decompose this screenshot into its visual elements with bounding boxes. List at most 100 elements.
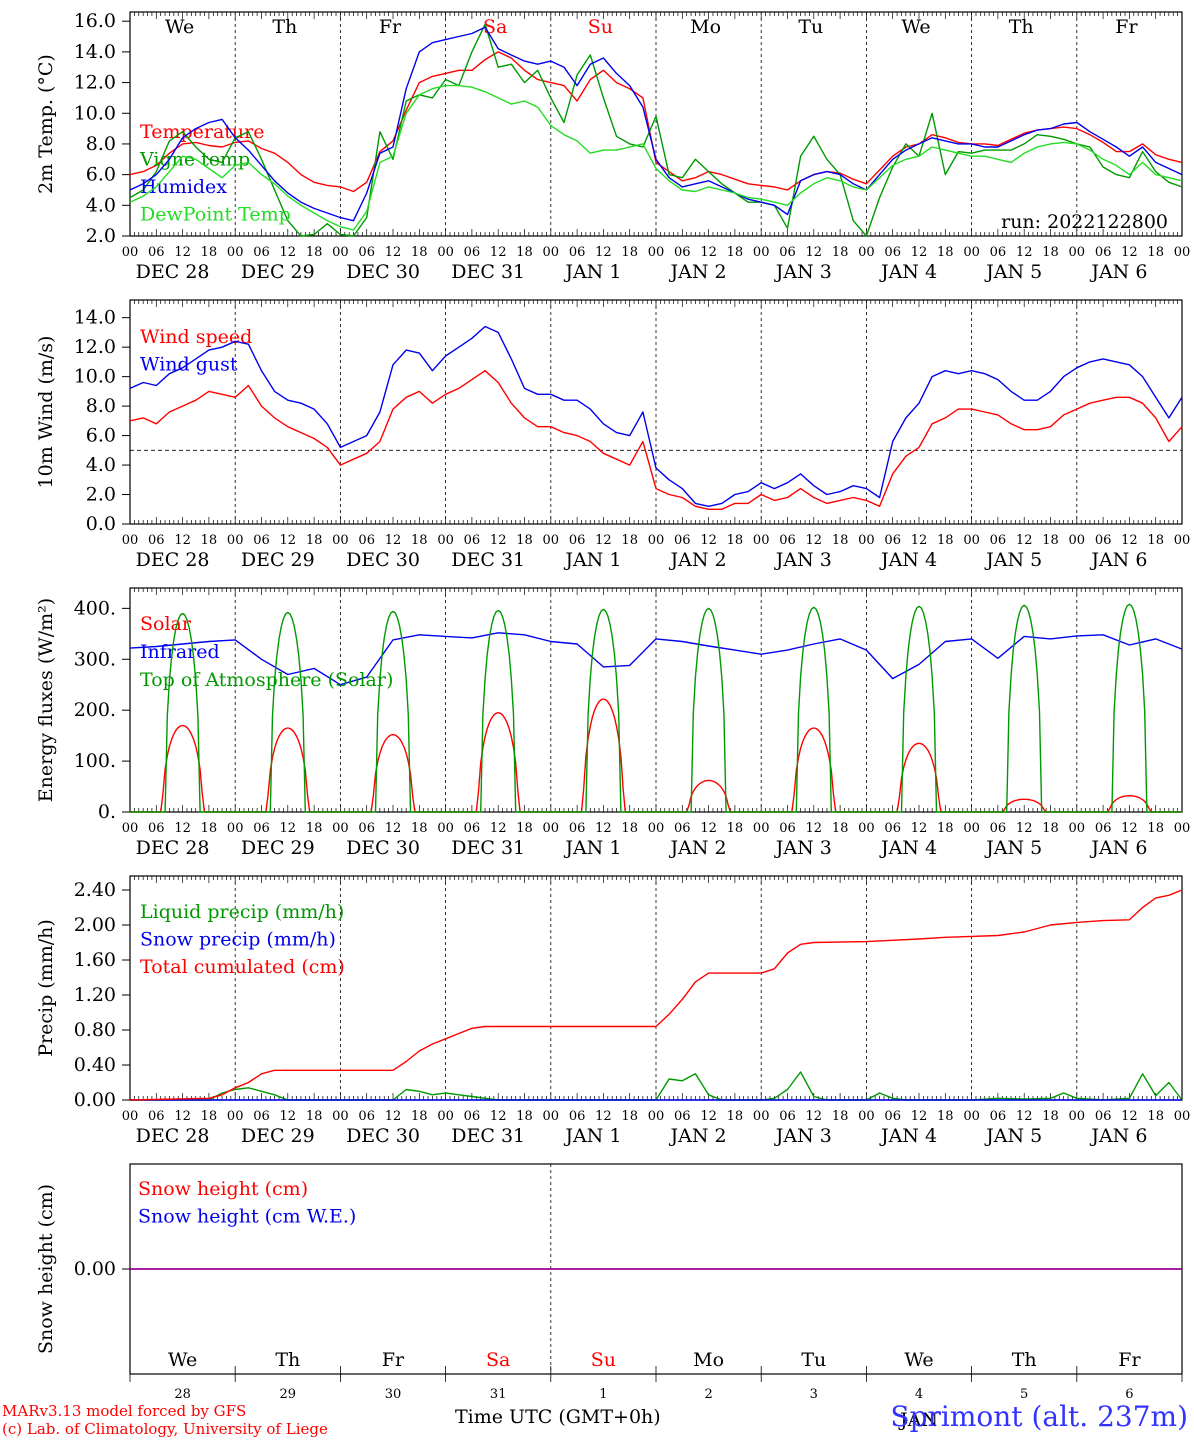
date-label: JAN 6 [1089, 261, 1147, 283]
hour-label: 12 [911, 1109, 928, 1124]
hour-label: 18 [937, 821, 954, 836]
hour-label: 12 [490, 821, 507, 836]
y-tick-label: 8.0 [86, 133, 116, 155]
hour-label: 06 [990, 245, 1007, 260]
temperature-ylabel: 2m Temp. (°C) [35, 54, 57, 194]
hour-label: 12 [595, 1109, 612, 1124]
hour-label: 00 [1174, 533, 1191, 548]
date-label: JAN 1 [563, 549, 621, 571]
y-tick-label: 14.0 [74, 41, 116, 63]
y-tick-label: 400. [74, 597, 116, 619]
lab-credit: (c) Lab. of Climatology, University of L… [2, 1420, 328, 1438]
hour-label: 18 [516, 533, 533, 548]
date-label: DEC 31 [451, 1125, 525, 1147]
date-label: DEC 30 [346, 261, 420, 283]
hour-label: 06 [779, 245, 796, 260]
hour-label: 18 [516, 821, 533, 836]
hour-label: 12 [490, 533, 507, 548]
panel-energy: 00 06 12 18 00 06 12 18 00 06 12 18 00 06 12 18 00 06 12 18… [35, 587, 1190, 859]
hour-label: 12 [806, 533, 823, 548]
date-label: DEC 28 [136, 1125, 210, 1147]
hour-label: 00 [858, 1109, 875, 1124]
hour-label: 00 [543, 533, 560, 548]
y-tick-label: 0.40 [74, 1054, 116, 1076]
hour-label: 12 [280, 821, 297, 836]
hour-label: 12 [1121, 533, 1138, 548]
day-number: 1 [599, 1387, 607, 1402]
day-number: 31 [490, 1387, 507, 1402]
hour-label: 00 [543, 1109, 560, 1124]
panel-precip: 00 06 12 18 00 06 12 18 00 06 12 18 00 06 12 18 00 06 12 18… [35, 875, 1190, 1147]
legend-energy-1: Infrared [140, 641, 220, 663]
hour-label: 06 [148, 533, 165, 548]
hour-label: 18 [832, 1109, 849, 1124]
day-number: 4 [915, 1387, 923, 1402]
hour-label: 00 [227, 533, 244, 548]
hour-label: 18 [727, 533, 744, 548]
day-name: Su [588, 16, 613, 38]
day-name: We [901, 16, 930, 38]
precip-ylabel: Precip (mm/h) [35, 919, 57, 1057]
date-label: JAN 6 [1089, 1125, 1147, 1147]
hour-label: 12 [595, 533, 612, 548]
hour-label: 18 [201, 533, 218, 548]
hour-label: 18 [1147, 245, 1164, 260]
hour-label: 06 [1095, 1109, 1112, 1124]
hour-label: 06 [569, 1109, 586, 1124]
hour-label: 00 [437, 245, 454, 260]
hour-label: 00 [648, 533, 665, 548]
day-name: Th [272, 16, 297, 38]
date-label: DEC 28 [136, 837, 210, 859]
legend-wind-0: Wind speed [140, 326, 252, 348]
hour-label: 18 [201, 821, 218, 836]
day-name: Fr [379, 16, 402, 38]
hour-label: 00 [858, 821, 875, 836]
temperature-frame [129, 11, 1183, 237]
hour-label: 00 [437, 821, 454, 836]
hour-label: 12 [700, 533, 717, 548]
legend-energy-0: Solar [140, 613, 192, 635]
hour-label: 00 [858, 533, 875, 548]
date-label: DEC 29 [241, 837, 315, 859]
panel-snow: We Th Fr Sa Su Mo Tu We Th Fr 28 29 30 31 1 2 3 4 5 6 JAN 0.0… [35, 1163, 1183, 1431]
hour-label: 12 [1121, 821, 1138, 836]
hour-label: 06 [1095, 533, 1112, 548]
hour-label: 18 [832, 533, 849, 548]
series-temperature-1 [129, 23, 1183, 237]
date-label: JAN 3 [774, 1125, 832, 1147]
hour-label: 18 [306, 245, 323, 260]
date-label: DEC 29 [241, 1125, 315, 1147]
day-name: We [168, 1349, 197, 1371]
hour-label: 12 [490, 1109, 507, 1124]
hour-label: 06 [358, 245, 375, 260]
hour-label: 00 [332, 245, 349, 260]
y-tick-label: 0.0 [86, 513, 116, 535]
hour-label: 06 [990, 533, 1007, 548]
hour-label: 06 [464, 245, 481, 260]
legend-precip-1: Snow precip (mm/h) [140, 929, 336, 951]
series-temperature-0 [129, 51, 1183, 193]
hour-label: 06 [779, 533, 796, 548]
date-label: DEC 28 [136, 549, 210, 571]
time-axis-label: Time UTC (GMT+0h) [455, 1406, 661, 1428]
hour-label: 06 [884, 821, 901, 836]
hour-label: 00 [332, 533, 349, 548]
hour-label: 12 [1016, 533, 1033, 548]
hour-label: 06 [674, 245, 691, 260]
day-name: Tu [798, 16, 823, 38]
hour-label: 06 [569, 245, 586, 260]
y-tick-label: 1.60 [74, 949, 116, 971]
hour-label: 12 [911, 821, 928, 836]
day-name: Tu [801, 1349, 826, 1371]
hour-label: 06 [464, 533, 481, 548]
snow-ylabel: Snow height (cm) [35, 1184, 57, 1354]
hour-label: 00 [543, 245, 560, 260]
hour-label: 00 [437, 533, 454, 548]
legend-temperature-3: DewPoint Temp [140, 204, 291, 226]
legend-snow-0: Snow height (cm) [138, 1178, 308, 1200]
hour-label: 18 [411, 1109, 428, 1124]
day-number: 3 [810, 1387, 818, 1402]
y-tick-label: 10.0 [74, 366, 116, 388]
y-tick-label: 16.0 [74, 10, 116, 32]
hour-label: 00 [648, 245, 665, 260]
